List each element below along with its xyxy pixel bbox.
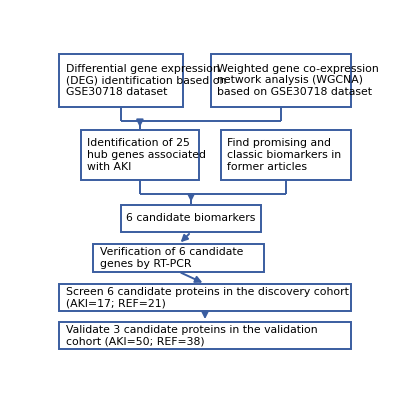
FancyBboxPatch shape: [211, 53, 351, 107]
Text: Identification of 25
hub genes associated
with AKI: Identification of 25 hub genes associate…: [87, 139, 206, 171]
FancyBboxPatch shape: [81, 130, 199, 180]
Text: Differential gene expression
(DEG) identification based on
GSE30718 dataset: Differential gene expression (DEG) ident…: [66, 64, 226, 97]
FancyBboxPatch shape: [121, 205, 261, 232]
FancyBboxPatch shape: [220, 130, 351, 180]
Text: Find promising and
classic biomarkers in
former articles: Find promising and classic biomarkers in…: [227, 139, 341, 171]
FancyBboxPatch shape: [94, 244, 264, 272]
Text: 6 candidate biomarkers: 6 candidate biomarkers: [126, 213, 256, 223]
FancyBboxPatch shape: [59, 53, 183, 107]
FancyBboxPatch shape: [59, 322, 351, 349]
Text: Verification of 6 candidate
genes by RT-PCR: Verification of 6 candidate genes by RT-…: [100, 247, 243, 269]
Text: Validate 3 candidate proteins in the validation
cohort (AKI=50; REF=38): Validate 3 candidate proteins in the val…: [66, 325, 317, 346]
Text: Weighted gene co-expression
network analysis (WGCNA)
based on GSE30718 dataset: Weighted gene co-expression network anal…: [218, 64, 379, 97]
Text: Screen 6 candidate proteins in the discovery cohort
(AKI=17; REF=21): Screen 6 candidate proteins in the disco…: [66, 287, 348, 308]
FancyBboxPatch shape: [59, 284, 351, 311]
